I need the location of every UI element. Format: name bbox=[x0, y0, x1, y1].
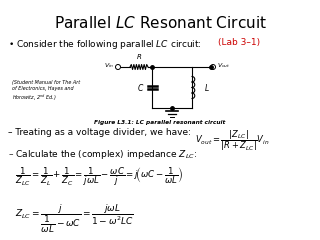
Text: $C$: $C$ bbox=[137, 82, 144, 93]
Text: Parallel $LC$ Resonant Circuit: Parallel $LC$ Resonant Circuit bbox=[53, 15, 267, 31]
Text: • Consider the following parallel $LC$ circuit:: • Consider the following parallel $LC$ c… bbox=[8, 38, 202, 51]
Text: (Lab 3–1): (Lab 3–1) bbox=[218, 38, 260, 47]
Text: $R$: $R$ bbox=[136, 52, 142, 61]
Text: $V_{out}$: $V_{out}$ bbox=[217, 61, 231, 71]
Text: $\dfrac{1}{Z_{LC}} = \dfrac{1}{Z_L} + \dfrac{1}{Z_C} = \dfrac{1}{j\omega L} - \d: $\dfrac{1}{Z_{LC}} = \dfrac{1}{Z_L} + \d… bbox=[15, 165, 183, 188]
Text: $V_{out} = \dfrac{|Z_{LC}|}{|R+Z_{LC}|}V_{in}$: $V_{out} = \dfrac{|Z_{LC}|}{|R+Z_{LC}|}V… bbox=[195, 128, 270, 153]
Text: $L$: $L$ bbox=[204, 82, 210, 93]
Text: $V_{in}$: $V_{in}$ bbox=[104, 61, 114, 71]
Text: (Student Manual for The Art
of Electronics, Hayes and
Horowitz, 2$^{nd}$ Ed.): (Student Manual for The Art of Electroni… bbox=[12, 80, 80, 102]
Text: $Z_{LC} = \dfrac{j}{\dfrac{1}{\omega L} - \omega C} = \dfrac{j\omega L}{1-\omega: $Z_{LC} = \dfrac{j}{\dfrac{1}{\omega L} … bbox=[15, 202, 133, 235]
Text: Figure L3.1: LC parallel resonant circuit: Figure L3.1: LC parallel resonant circui… bbox=[94, 120, 226, 125]
Text: – Treating as a voltage divider, we have:: – Treating as a voltage divider, we have… bbox=[8, 128, 191, 137]
Text: – Calculate the (complex) impedance $Z_{LC}$:: – Calculate the (complex) impedance $Z_{… bbox=[8, 148, 197, 161]
